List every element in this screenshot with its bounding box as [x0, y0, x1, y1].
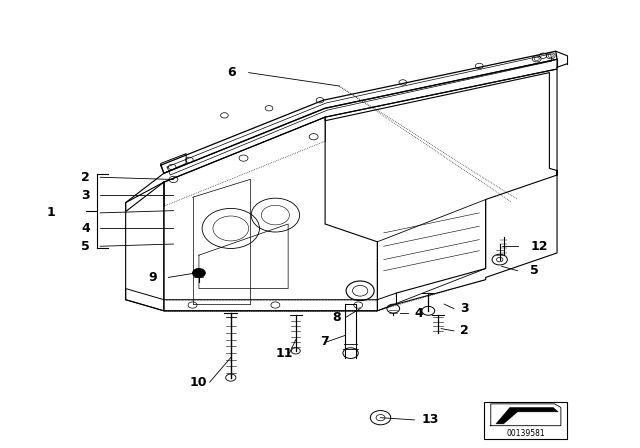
Text: 8: 8	[333, 311, 341, 324]
Text: 7: 7	[320, 336, 329, 349]
Text: 2: 2	[81, 171, 90, 184]
Text: 10: 10	[189, 375, 207, 388]
Text: 6: 6	[228, 66, 236, 79]
Text: 4: 4	[81, 222, 90, 235]
Bar	[484, 402, 567, 439]
Text: 3: 3	[81, 189, 90, 202]
Text: 5: 5	[531, 264, 539, 277]
Text: 12: 12	[531, 240, 548, 253]
Text: 13: 13	[422, 414, 439, 426]
Polygon shape	[496, 407, 558, 424]
Text: 4: 4	[414, 306, 423, 319]
Text: 00139581: 00139581	[506, 429, 545, 438]
Text: 3: 3	[460, 302, 469, 315]
Circle shape	[193, 268, 205, 277]
Text: 5: 5	[81, 240, 90, 253]
Text: 9: 9	[148, 271, 157, 284]
Text: 11: 11	[275, 347, 293, 360]
Text: 1: 1	[47, 207, 56, 220]
Text: 2: 2	[460, 324, 469, 337]
